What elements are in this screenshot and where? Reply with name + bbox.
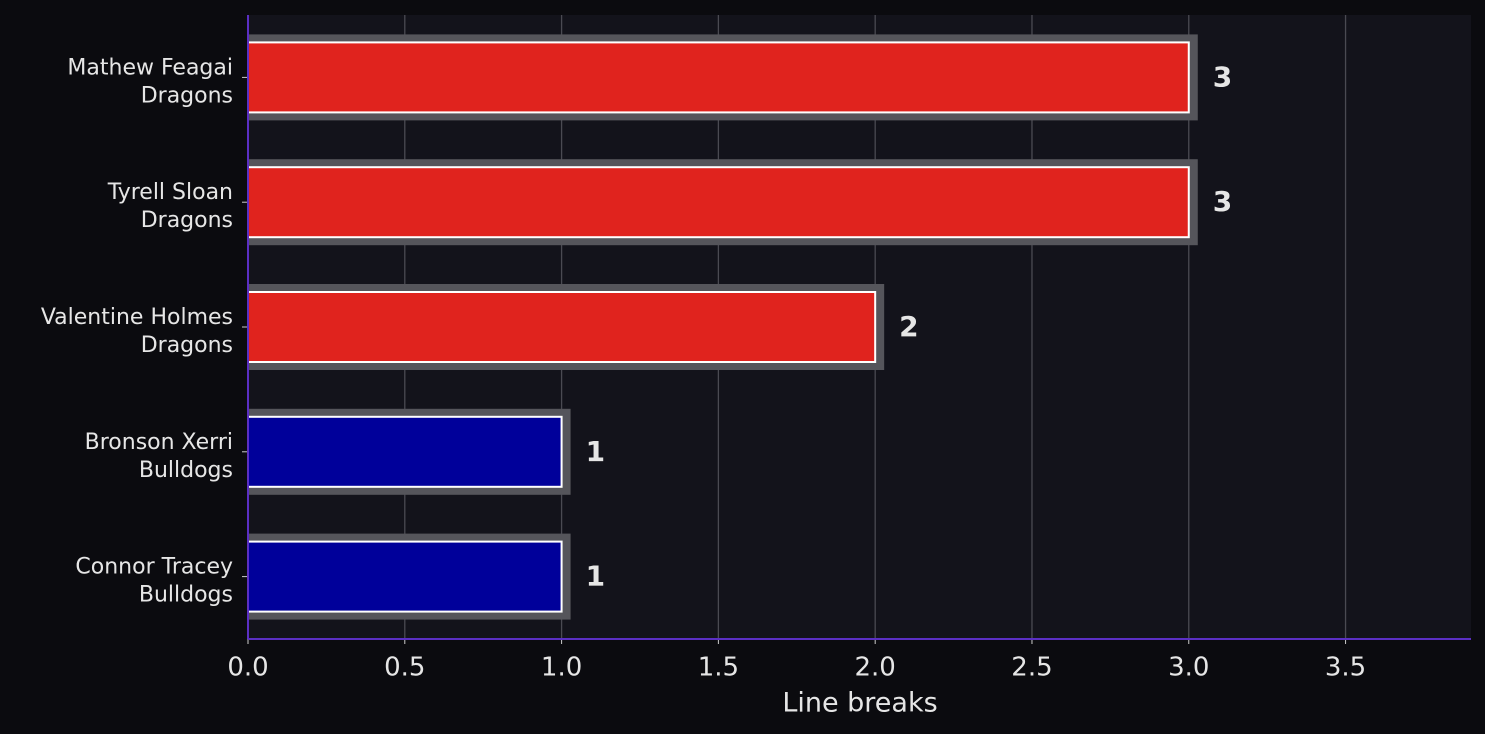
x-tick-label: 1.5 xyxy=(698,653,739,683)
value-label: 3 xyxy=(1213,185,1232,218)
y-tick-label: Bulldogs xyxy=(139,458,233,483)
bar xyxy=(247,41,1190,114)
x-tick-label: 1.0 xyxy=(541,653,582,683)
x-tick-label: 3.5 xyxy=(1325,653,1366,683)
y-tick-label: Connor Tracey xyxy=(75,555,233,580)
bar xyxy=(247,415,563,488)
bar xyxy=(247,540,563,613)
y-tick-label: Valentine Holmes xyxy=(41,305,233,330)
y-tick-label: Bulldogs xyxy=(139,583,233,608)
value-label: 1 xyxy=(586,560,605,593)
value-label: 2 xyxy=(899,310,918,343)
y-tick-label: Dragons xyxy=(141,208,233,233)
y-tick-label: Bronson Xerri xyxy=(85,430,233,455)
x-tick-label: 3.0 xyxy=(1168,653,1209,683)
x-tick-label: 2.0 xyxy=(854,653,895,683)
x-tick-label: 0.5 xyxy=(384,653,425,683)
x-axis-label: Line breaks xyxy=(782,688,937,719)
y-tick-label: Tyrell Sloan xyxy=(107,180,233,205)
y-tick-label: Dragons xyxy=(141,333,233,358)
y-tick-label: Mathew Feagai xyxy=(67,55,233,80)
value-label: 3 xyxy=(1213,60,1232,93)
x-tick-label: 0.0 xyxy=(227,653,268,683)
x-tick-label: 2.5 xyxy=(1011,653,1052,683)
value-label: 1 xyxy=(586,435,605,468)
y-tick-label: Dragons xyxy=(141,83,233,108)
bar xyxy=(247,166,1190,239)
bar xyxy=(247,291,877,363)
